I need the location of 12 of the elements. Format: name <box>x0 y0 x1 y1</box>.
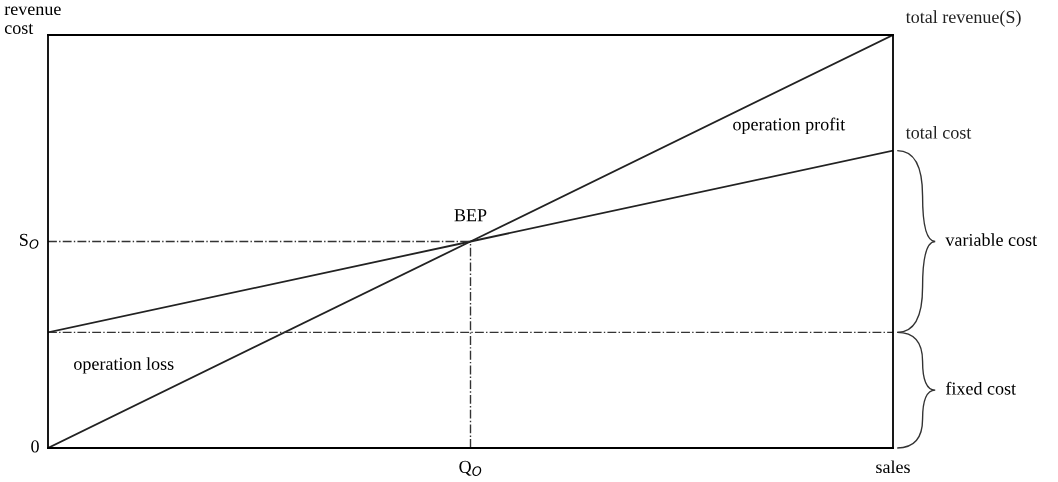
series-label: total revenue(S) <box>905 10 1021 27</box>
text: fixed cost <box>945 381 1016 395</box>
x-axis-title: sales <box>876 460 910 474</box>
text: 0 <box>31 440 39 453</box>
ref-line-label: S$_{O}$ <box>19 233 39 249</box>
annotation: operation profit <box>733 117 846 135</box>
text: Q$_{O}$ <box>459 460 482 476</box>
annotation: BEP <box>454 209 487 222</box>
series-label: total cost <box>905 126 972 139</box>
text: variable cost <box>945 233 1038 247</box>
y-axis-title: revenue cost <box>4 6 61 34</box>
annotation: operation loss <box>74 357 174 374</box>
